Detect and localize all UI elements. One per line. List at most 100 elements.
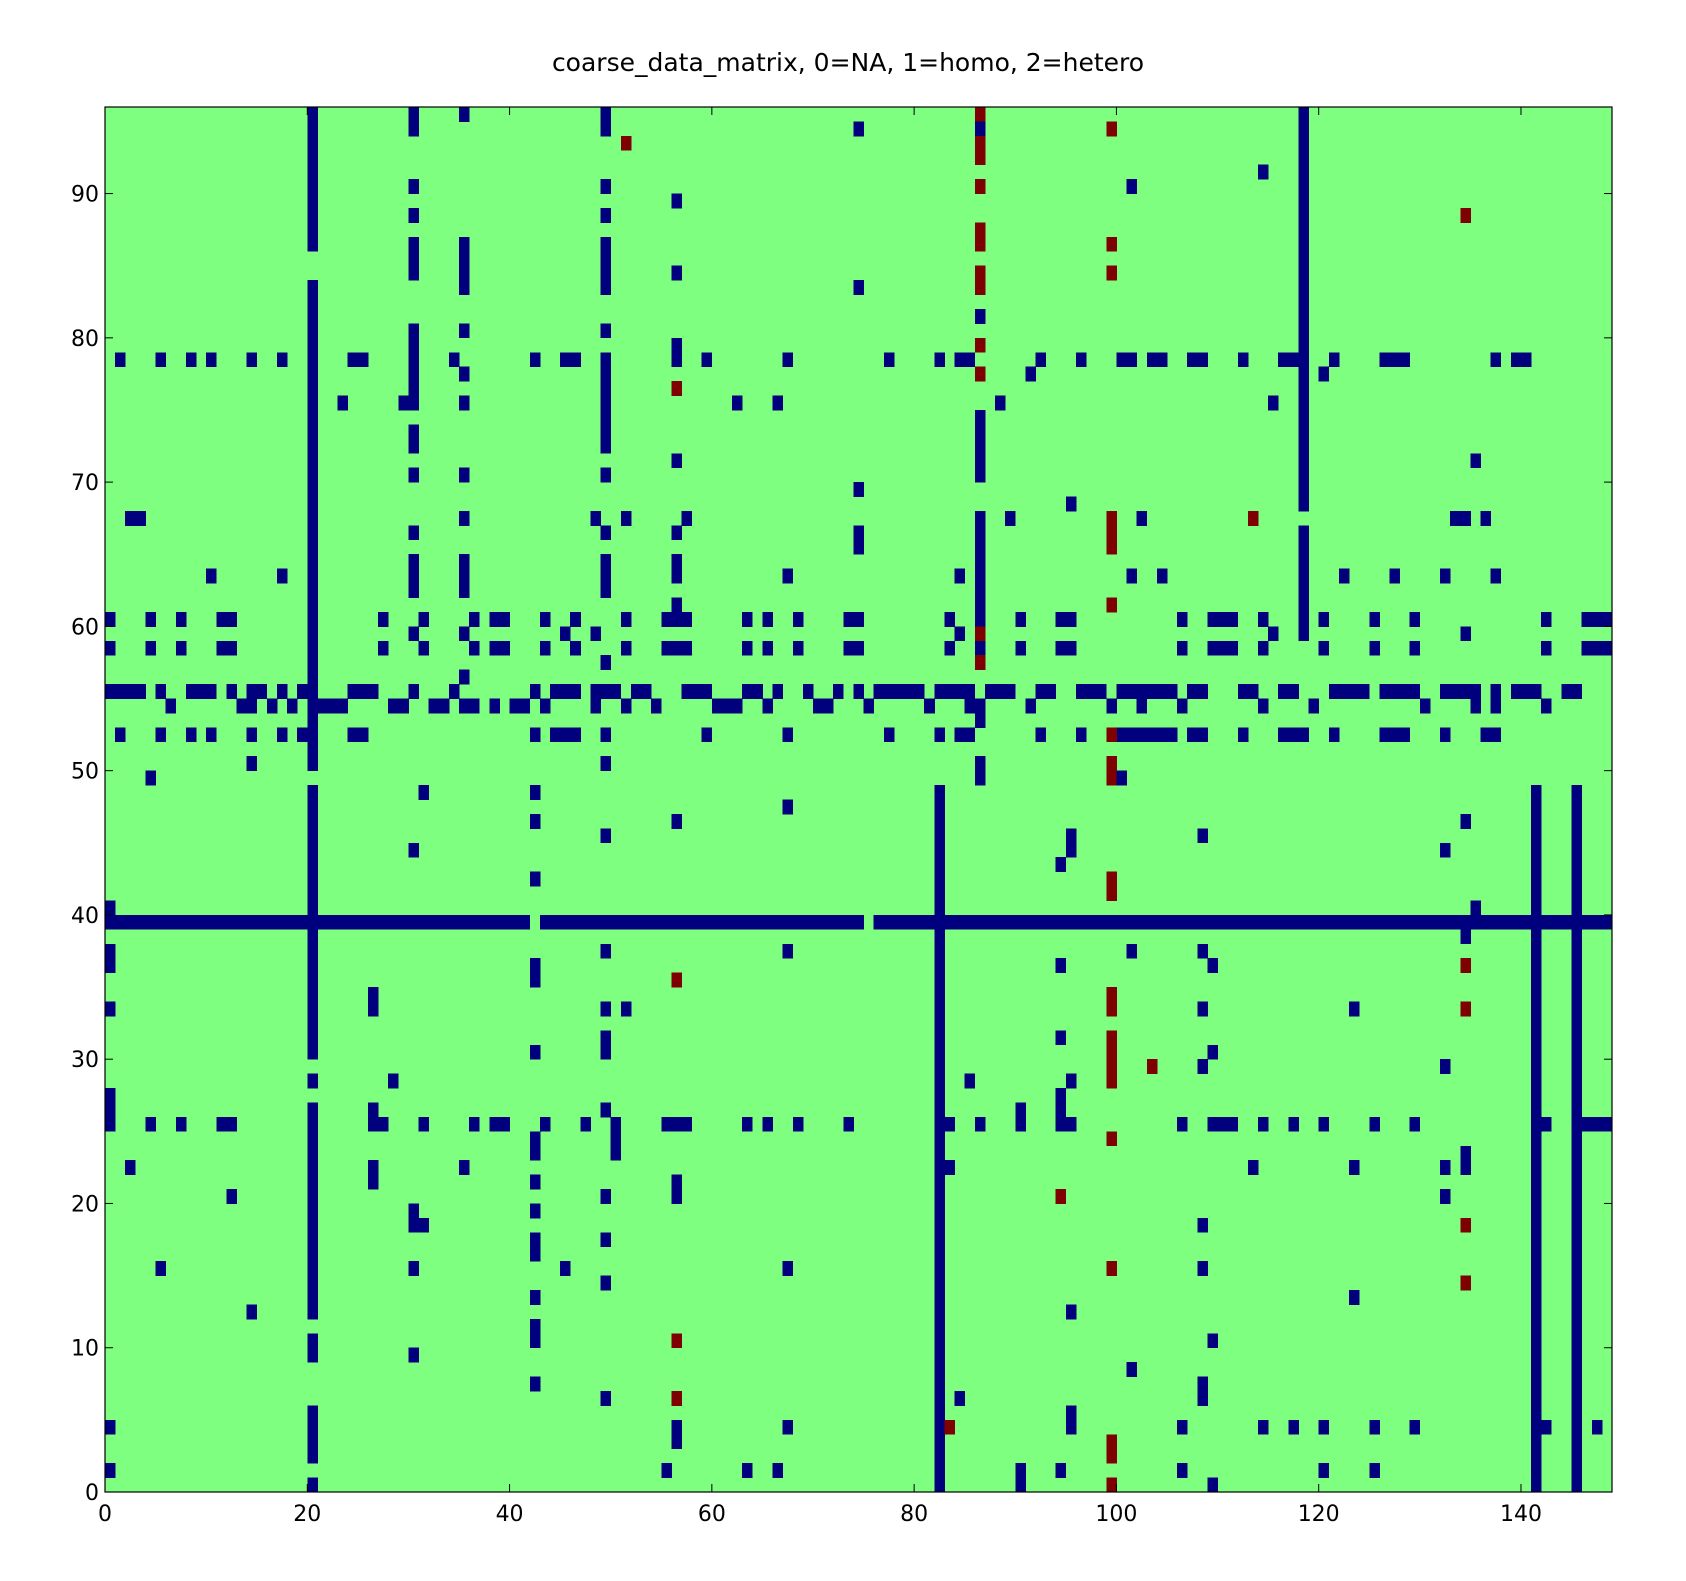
heatmap-cell [782, 799, 794, 815]
heatmap-cell [1531, 842, 1542, 858]
heatmap-cell [307, 640, 318, 656]
heatmap-cell [307, 1044, 318, 1060]
heatmap-cell [1086, 914, 1097, 930]
heatmap-cell [1298, 294, 1309, 310]
heatmap-cell [964, 352, 976, 368]
heatmap-cell [1065, 828, 1077, 844]
heatmap-cell [600, 381, 612, 396]
heatmap-cell [1005, 510, 1016, 526]
heatmap-cell [1247, 914, 1259, 930]
heatmap-cell [671, 1333, 682, 1349]
heatmap-cell [701, 352, 713, 368]
heatmap-cell [1086, 684, 1097, 699]
heatmap-cell [1278, 727, 1289, 743]
heatmap-cell [1298, 395, 1309, 411]
heatmap-cell [1197, 828, 1208, 844]
y-tick-label: 0 [85, 1481, 99, 1506]
heatmap-cell [671, 352, 682, 368]
heatmap-cell [307, 987, 318, 1002]
heatmap-cell [762, 698, 773, 714]
heatmap-cell [307, 352, 318, 368]
heatmap-cell [782, 352, 794, 368]
heatmap-cell [418, 611, 430, 627]
heatmap-cell [1298, 424, 1309, 440]
x-tick-label: 40 [496, 1502, 524, 1527]
heatmap-cell [1298, 366, 1309, 382]
y-tick-label: 20 [71, 1192, 99, 1217]
heatmap-cell [1318, 611, 1330, 627]
heatmap-cell [934, 352, 945, 368]
heatmap-cell [1409, 640, 1421, 656]
heatmap-cell [1298, 265, 1309, 281]
heatmap-cell [105, 1102, 116, 1118]
heatmap-cell [1531, 857, 1542, 873]
heatmap-cell [1581, 1116, 1593, 1132]
heatmap-cell [1126, 727, 1138, 743]
heatmap-cell [954, 914, 966, 930]
heatmap-cell [367, 1160, 379, 1176]
heatmap-cell [307, 222, 318, 238]
heatmap-cell [883, 727, 895, 743]
heatmap-cell [206, 684, 217, 699]
heatmap-cell [1065, 611, 1077, 627]
heatmap-cell [1520, 914, 1532, 930]
heatmap-cell [307, 813, 318, 829]
heatmap-cell [1531, 684, 1542, 699]
x-tick-label: 100 [1095, 1502, 1137, 1527]
heatmap-cell [1571, 1275, 1583, 1291]
heatmap-cell [1379, 914, 1390, 930]
heatmap-cell [1106, 1131, 1117, 1147]
heatmap-cell [307, 207, 318, 223]
heatmap-cell [1571, 1391, 1583, 1406]
heatmap-cell [539, 640, 551, 656]
heatmap-cell [600, 409, 612, 425]
heatmap-cell [1591, 1419, 1603, 1435]
heatmap-cell [408, 684, 419, 699]
heatmap-cell [934, 1347, 945, 1363]
heatmap-cell [934, 1318, 945, 1334]
y-tick-label: 30 [71, 1048, 99, 1073]
heatmap-cell [1146, 727, 1158, 743]
heatmap-cell [812, 914, 824, 930]
heatmap-cell [155, 684, 167, 699]
heatmap-cell [1156, 684, 1168, 699]
heatmap-cell [1106, 597, 1117, 613]
heatmap-cell [1571, 871, 1583, 887]
heatmap-cell [1156, 352, 1168, 368]
heatmap-cell [1298, 222, 1309, 238]
heatmap-cell [1571, 929, 1583, 945]
heatmap-cell [1460, 914, 1471, 930]
heatmap-cell [378, 640, 389, 656]
heatmap-cell [458, 1160, 470, 1176]
heatmap-cell [600, 207, 612, 223]
heatmap-cell [671, 972, 682, 988]
heatmap-cell [307, 323, 318, 339]
heatmap-cell [1207, 1333, 1218, 1349]
heatmap-cell [904, 684, 915, 699]
heatmap-cell [529, 1232, 541, 1248]
heatmap-cell [458, 395, 470, 411]
heatmap-cell [1106, 886, 1117, 901]
heatmap-cell [661, 1116, 672, 1132]
heatmap-cell [347, 727, 359, 743]
heatmap-cell [701, 914, 713, 930]
heatmap-cell [1541, 698, 1552, 714]
heatmap-cell [1531, 1203, 1542, 1219]
heatmap-cell [499, 1116, 510, 1132]
heatmap-cell [934, 1116, 945, 1132]
heatmap-cell [782, 568, 794, 584]
heatmap-cell [974, 265, 986, 281]
heatmap-cell [1106, 756, 1117, 772]
heatmap-cell [560, 684, 571, 699]
heatmap-cell [378, 611, 389, 627]
heatmap-cell [974, 770, 986, 786]
heatmap-cell [853, 121, 864, 137]
heatmap-cell [1065, 1304, 1077, 1320]
heatmap-cell [853, 539, 864, 555]
heatmap-cell [1025, 698, 1036, 714]
heatmap-cell [1520, 684, 1532, 699]
heatmap-cell [772, 914, 784, 930]
heatmap-cell [792, 611, 804, 627]
heatmap-cell [1531, 1463, 1542, 1478]
heatmap-cell [408, 251, 419, 267]
